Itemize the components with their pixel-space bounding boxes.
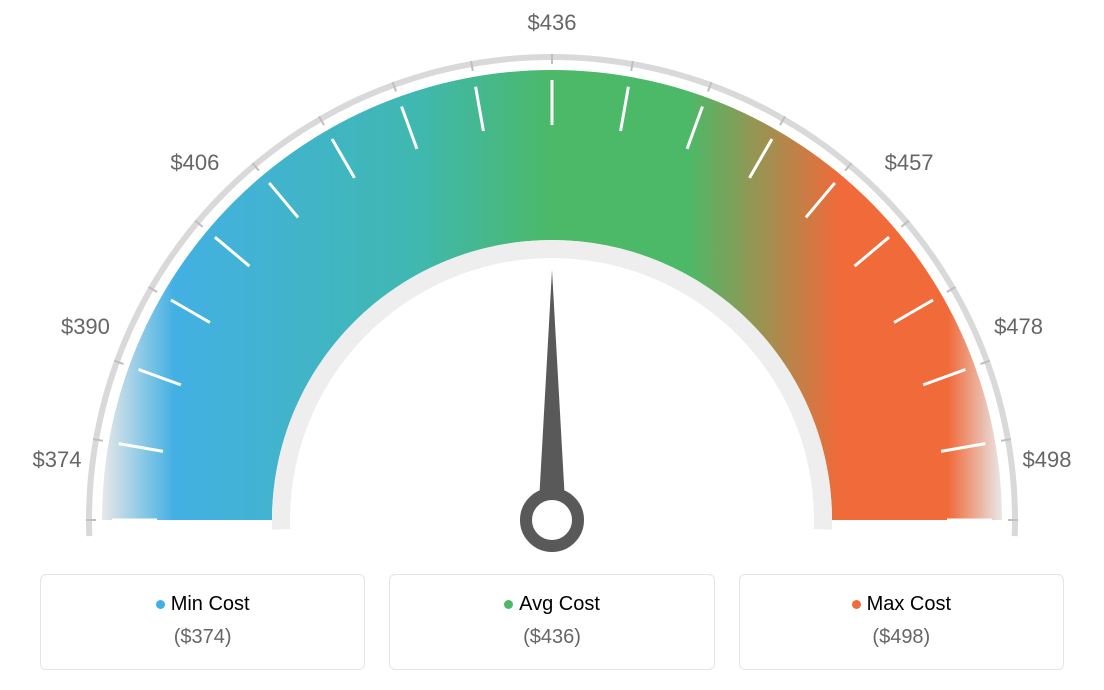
legend-label: Max Cost xyxy=(867,593,951,615)
legend-card-min: Min Cost ($374) xyxy=(40,574,365,670)
legend-value-min: ($374) xyxy=(53,626,352,649)
dot-icon xyxy=(852,600,861,609)
legend-value-max: ($498) xyxy=(752,626,1051,649)
gauge-tick-label: $390 xyxy=(61,314,110,340)
gauge-svg xyxy=(0,0,1104,560)
gauge-tick-label: $406 xyxy=(170,150,219,176)
legend-label: Avg Cost xyxy=(519,593,600,615)
gauge-tick-label: $457 xyxy=(885,150,934,176)
legend-title-max: Max Cost xyxy=(752,593,1051,616)
gauge-chart: $374 $390 $406 $436 $457 $478 $498 xyxy=(0,0,1104,560)
gauge-tick-label: $498 xyxy=(1023,447,1072,473)
gauge-tick-label: $436 xyxy=(528,10,577,36)
legend-label: Min Cost xyxy=(171,593,250,615)
legend-title-avg: Avg Cost xyxy=(402,593,701,616)
legend-card-max: Max Cost ($498) xyxy=(739,574,1064,670)
legend-row: Min Cost ($374) Avg Cost ($436) Max Cost… xyxy=(40,574,1064,670)
legend-value-avg: ($436) xyxy=(402,626,701,649)
cost-gauge-widget: $374 $390 $406 $436 $457 $478 $498 Min Cost ($… xyxy=(0,0,1104,690)
dot-icon xyxy=(156,600,165,609)
legend-title-min: Min Cost xyxy=(53,593,352,616)
dot-icon xyxy=(504,600,513,609)
gauge-tick-label: $478 xyxy=(994,314,1043,340)
legend-card-avg: Avg Cost ($436) xyxy=(389,574,714,670)
gauge-tick-label: $374 xyxy=(33,447,82,473)
